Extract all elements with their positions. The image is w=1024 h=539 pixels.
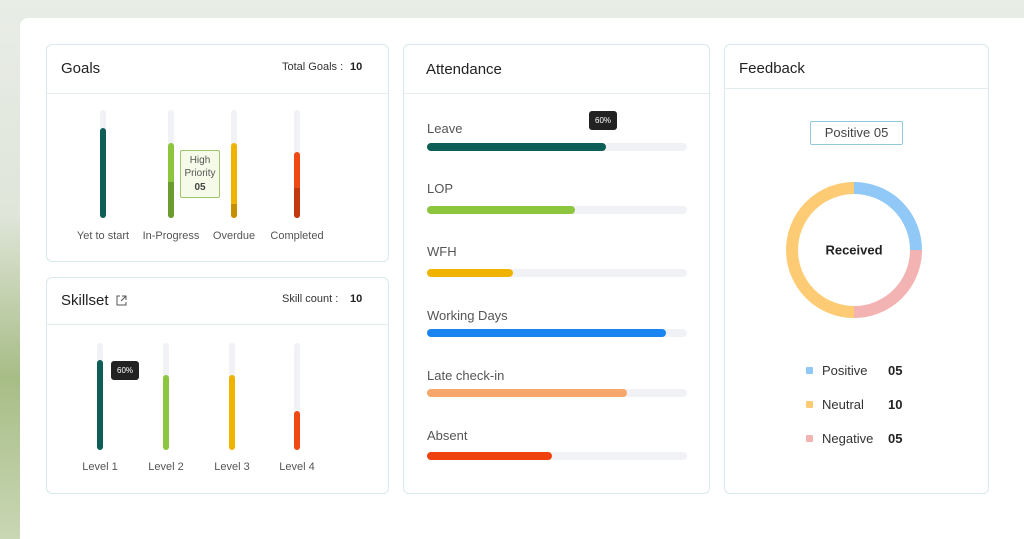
bar [294,152,300,218]
bar [427,452,552,460]
leave-tooltip: 60% [589,111,618,130]
attendance-label: Leave [427,121,463,136]
bar-label: Yet to start [76,230,130,242]
bar [229,375,235,450]
bar-part [294,187,300,218]
goals-tooltip: High Priority [180,150,220,198]
skillset-count: 10 [350,293,363,305]
donut-segment [853,249,922,318]
bar-label: Overdue [212,230,256,242]
legend-value: 10 [888,397,903,412]
goals-tooltip-value: 05 [194,182,206,193]
bar [427,269,513,277]
attendance-title: Attendance [426,61,502,78]
bar-label: In-Progress [142,230,200,242]
bar-label: Level 2 [148,461,184,473]
bar [231,143,237,218]
legend-value: 05 [888,363,903,378]
feedback-badge: Positive 05 [810,121,903,145]
skill-tooltip: 60% [111,361,140,380]
bar [427,143,607,151]
bar-track [294,343,300,450]
goals-total-label: Total Goals : [282,61,344,73]
bar-label: Level 1 [82,461,118,473]
skillset-panel [46,277,389,494]
bar-label: Level 3 [214,461,250,473]
bar-track [427,452,687,460]
donut-segment [853,182,922,251]
attendance-label: LOP [427,181,454,196]
bar [427,206,576,214]
legend-swatch [806,367,813,374]
bar [427,329,667,337]
attendance-label: Late check-in [427,368,505,383]
legend-value: 05 [888,431,903,446]
skillset-count-label: Skill count : [282,293,339,305]
bar-label: Completed [270,230,324,242]
feedback-donut: Received [786,182,922,318]
legend-swatch [806,401,813,408]
goals-title: Goals [61,60,101,77]
attendance-label: Absent [427,428,468,443]
feedback-panel [724,44,989,494]
bar [168,143,174,218]
bar [427,389,628,397]
bar-label: Level 4 [279,461,315,473]
bar-track [427,269,687,277]
bar [163,375,169,450]
legend-name: Positive [822,363,868,378]
legend-swatch [806,435,813,442]
attendance-label: Working Days [427,308,508,323]
external-link-icon[interactable] [116,295,127,306]
feedback-title: Feedback [739,60,805,77]
donut-center-label: Received [825,242,882,257]
legend-name: Neutral [822,397,864,412]
bar-part [168,182,174,218]
bar-part [231,203,237,218]
goals-total: 10 [350,61,363,73]
attendance-label: WFH [427,244,457,259]
donut-segment [786,182,855,318]
skillset-title: Skillset [61,292,109,309]
bar [97,360,103,450]
legend-name: Negative [822,431,874,446]
bar [100,128,106,218]
bar [294,411,300,450]
